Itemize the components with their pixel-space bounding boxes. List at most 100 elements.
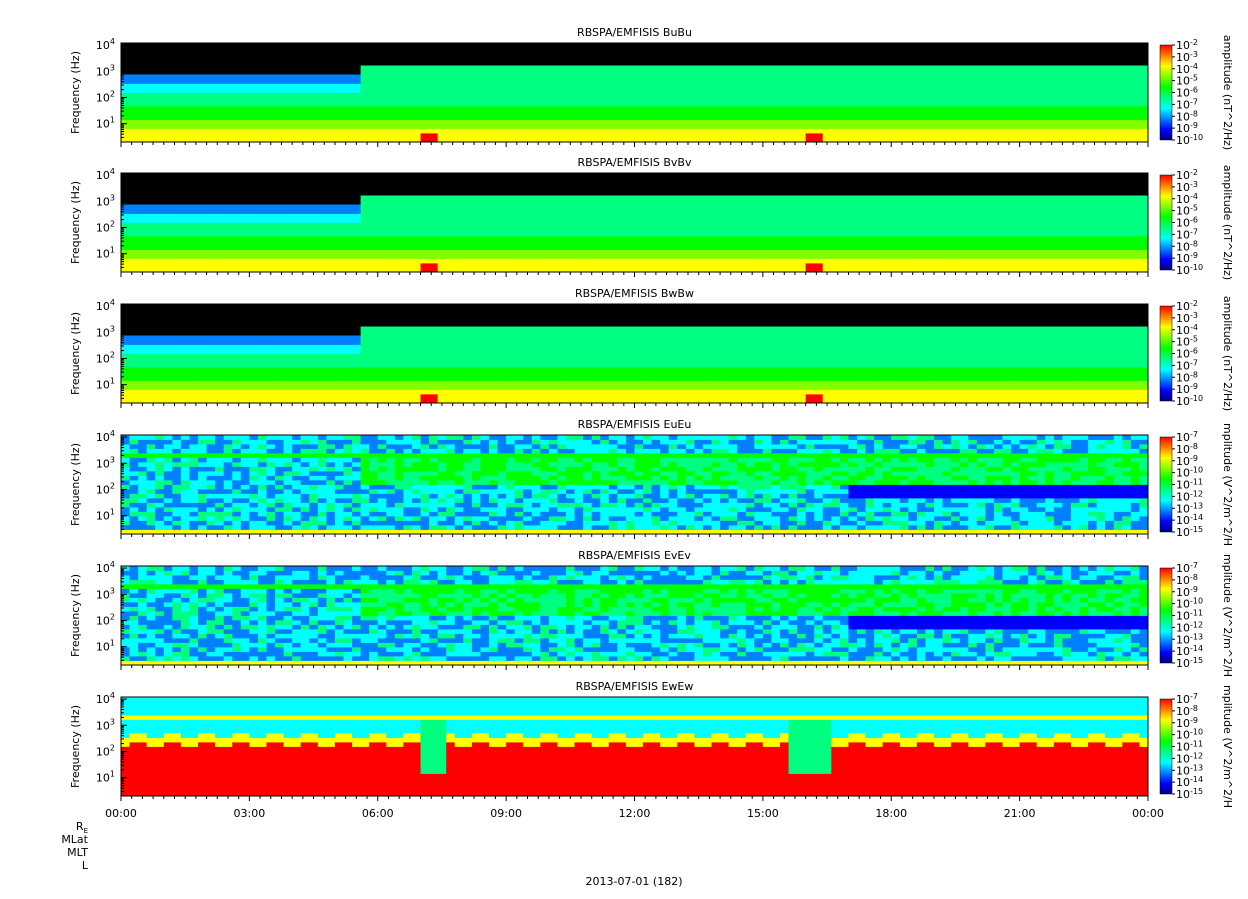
heatmap-cell — [463, 88, 472, 93]
heatmap-cell — [121, 367, 130, 372]
heatmap-cell — [258, 263, 267, 268]
heatmap-cell — [138, 214, 147, 219]
heatmap-cell — [566, 232, 575, 237]
heatmap-cell — [515, 124, 524, 129]
heatmap-cell — [763, 209, 772, 214]
heatmap-cell — [147, 75, 156, 80]
heatmap-cell — [301, 363, 310, 368]
heatmap-cell — [207, 381, 216, 386]
heatmap-cell — [1131, 106, 1140, 111]
heatmap-cell — [532, 232, 541, 237]
heatmap-cell — [403, 241, 412, 246]
heatmap-cell — [900, 129, 909, 134]
heatmap-cell — [652, 75, 661, 80]
heatmap-cell — [472, 124, 481, 129]
heatmap-cell — [121, 218, 130, 223]
heatmap-cell — [301, 254, 310, 259]
heatmap-cell — [438, 115, 447, 120]
heatmap-cell — [446, 385, 455, 390]
heatmap-cell — [985, 106, 994, 111]
heatmap-cell — [352, 209, 361, 214]
heatmap-cell — [643, 66, 652, 71]
heatmap-cell — [301, 205, 310, 210]
heatmap-cell — [652, 214, 661, 219]
heatmap-cell — [301, 232, 310, 237]
heatmap-cell — [318, 358, 327, 363]
heatmap-cell — [266, 390, 275, 395]
heatmap-cell — [694, 133, 703, 138]
heatmap-cell — [147, 102, 156, 107]
heatmap-cell — [395, 254, 404, 259]
heatmap-cell — [600, 254, 609, 259]
heatmap-cell — [908, 254, 917, 259]
heatmap-cell — [472, 88, 481, 93]
heatmap-cell — [138, 97, 147, 102]
heatmap-cell — [489, 93, 498, 98]
heatmap-cell — [421, 390, 430, 395]
heatmap-cell — [677, 263, 686, 268]
heatmap-cell — [908, 214, 917, 219]
heatmap-cell — [412, 200, 421, 205]
heatmap-cell — [515, 263, 524, 268]
heatmap-cell — [344, 372, 353, 377]
heatmap-cell — [241, 102, 250, 107]
heatmap-cell — [1097, 259, 1106, 264]
heatmap-cell — [1037, 245, 1046, 250]
heatmap-cell — [900, 124, 909, 129]
heatmap-cell — [403, 133, 412, 138]
heatmap-cell — [147, 394, 156, 399]
heatmap-cell — [241, 111, 250, 116]
heatmap-cell — [669, 218, 678, 223]
heatmap-cell — [737, 209, 746, 214]
heatmap-cell — [848, 129, 857, 134]
heatmap-cell — [130, 367, 139, 372]
heatmap-cell — [1011, 205, 1020, 210]
heatmap-cell — [797, 241, 806, 246]
heatmap-cell — [421, 331, 430, 336]
heatmap-cell — [301, 376, 310, 381]
heatmap-cell — [455, 133, 464, 138]
heatmap-cell — [130, 394, 139, 399]
heatmap-cell — [275, 209, 284, 214]
heatmap-cell — [763, 75, 772, 80]
heatmap-cell — [429, 93, 438, 98]
heatmap-cell — [155, 93, 164, 98]
heatmap-cell — [866, 84, 875, 89]
heatmap-cell — [438, 200, 447, 205]
heatmap-cell — [763, 115, 772, 120]
heatmap-cell — [900, 88, 909, 93]
heatmap-cell — [207, 79, 216, 84]
heatmap-cell — [1003, 75, 1012, 80]
heatmap-cell — [686, 133, 695, 138]
heatmap-cell — [232, 236, 241, 241]
heatmap-cell — [1131, 120, 1140, 125]
heatmap-cell — [994, 214, 1003, 219]
heatmap-cell — [1097, 250, 1106, 255]
heatmap-cell — [515, 79, 524, 84]
heatmap-cell — [540, 218, 549, 223]
heatmap-cell — [737, 254, 746, 259]
heatmap-cell — [934, 106, 943, 111]
heatmap-cell — [686, 124, 695, 129]
heatmap-cell — [207, 259, 216, 264]
heatmap-cell — [361, 218, 370, 223]
heatmap-cell — [506, 250, 515, 255]
heatmap-cell — [609, 97, 618, 102]
heatmap-cell — [386, 358, 395, 363]
heatmap-cell — [378, 390, 387, 395]
heatmap-cell — [686, 205, 695, 210]
heatmap-cell — [301, 129, 310, 134]
heatmap-cell — [874, 245, 883, 250]
heatmap-cell — [224, 254, 233, 259]
heatmap-cell — [806, 75, 815, 80]
heatmap-cell — [831, 254, 840, 259]
heatmap-cell — [429, 367, 438, 372]
heatmap-cell — [703, 223, 712, 228]
heatmap-cell — [780, 84, 789, 89]
heatmap-cell — [823, 241, 832, 246]
heatmap-cell — [266, 358, 275, 363]
heatmap-cell — [412, 336, 421, 341]
heatmap-cell — [335, 111, 344, 116]
heatmap-cell — [369, 358, 378, 363]
heatmap-cell — [1105, 79, 1114, 84]
